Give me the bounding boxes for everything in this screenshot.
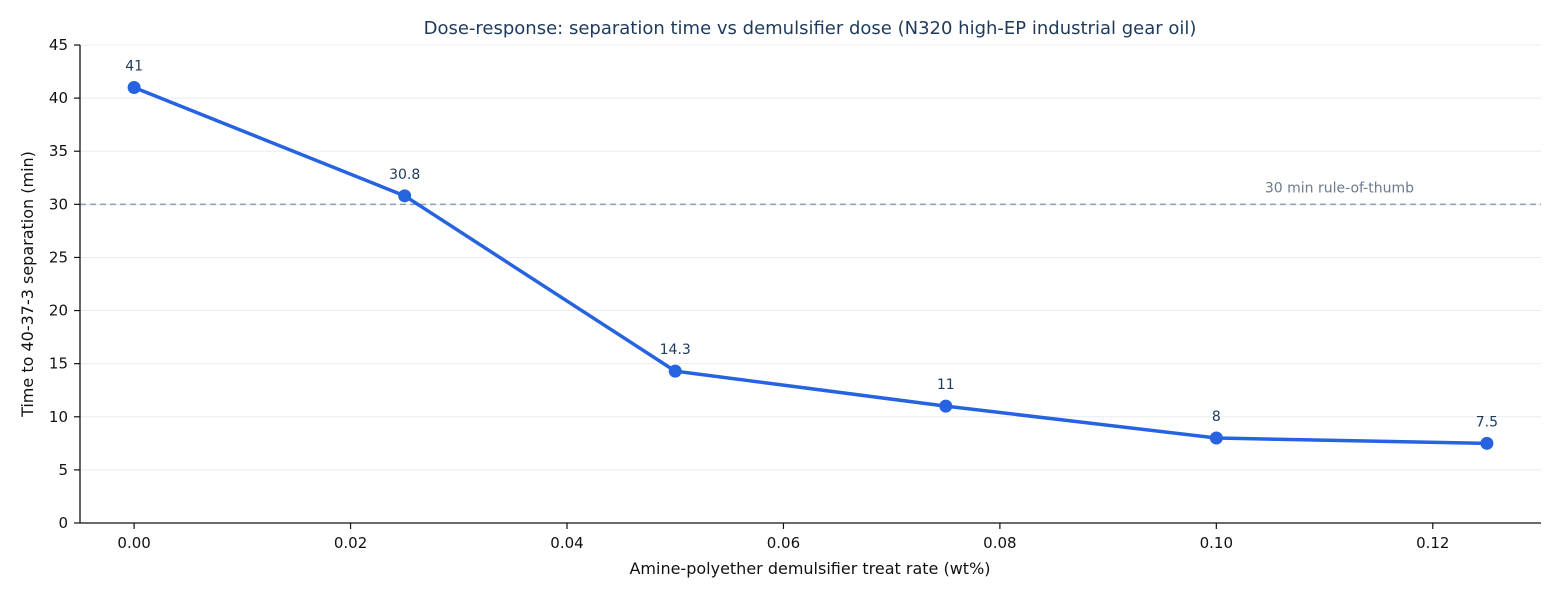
y-tick-label: 10 bbox=[49, 408, 68, 426]
data-point bbox=[1209, 431, 1223, 445]
data-label: 14.3 bbox=[660, 342, 691, 358]
y-tick-label: 5 bbox=[58, 461, 68, 479]
data-point bbox=[127, 80, 141, 94]
data-label: 41 bbox=[125, 58, 143, 74]
data-point bbox=[1480, 436, 1494, 450]
grid bbox=[80, 44, 1541, 471]
ticks: 0 5 10 15 20 25 30 35 40 45 0.00 0.02 0.04 0.06 0.08 0.… bbox=[49, 36, 1450, 552]
series-line bbox=[132, 85, 1489, 446]
reference-line-group: 30 min rule-of-thumb bbox=[80, 180, 1541, 206]
x-tick-label: 0.04 bbox=[550, 534, 583, 552]
data-label: 7.5 bbox=[1476, 414, 1498, 430]
y-axis-label: Time to 40-37-3 separation (min) bbox=[18, 151, 37, 418]
data-point bbox=[668, 364, 682, 378]
x-tick-label: 0.02 bbox=[334, 534, 367, 552]
axes bbox=[79, 45, 1541, 524]
y-tick-label: 40 bbox=[49, 89, 68, 107]
data-point bbox=[939, 399, 953, 413]
y-tick-label: 20 bbox=[49, 302, 68, 320]
x-tick-label: 0.10 bbox=[1200, 534, 1233, 552]
data-label: 11 bbox=[937, 377, 955, 393]
y-tick-label: 15 bbox=[49, 355, 68, 373]
data-point bbox=[398, 189, 412, 203]
chart-title: Dose-response: separation time vs demuls… bbox=[424, 18, 1197, 39]
data-label: 30.8 bbox=[389, 167, 420, 183]
y-tick-label: 0 bbox=[58, 514, 68, 532]
x-tick-label: 0.12 bbox=[1416, 534, 1449, 552]
data-label: 8 bbox=[1212, 409, 1221, 425]
reference-line-label: 30 min rule-of-thumb bbox=[1265, 180, 1414, 196]
x-axis-label: Amine-polyether demulsifier treat rate (… bbox=[629, 559, 990, 578]
y-tick-label: 30 bbox=[49, 195, 68, 213]
y-tick-label: 35 bbox=[49, 142, 68, 160]
x-tick-label: 0.08 bbox=[983, 534, 1016, 552]
x-tick-label: 0.06 bbox=[767, 534, 800, 552]
series bbox=[127, 80, 1494, 450]
x-tick-label: 0.00 bbox=[117, 534, 150, 552]
data-labels: 41 30.8 14.3 11 8 7.5 bbox=[125, 58, 1498, 430]
y-tick-label: 45 bbox=[49, 36, 68, 54]
y-tick-label: 25 bbox=[49, 248, 68, 266]
